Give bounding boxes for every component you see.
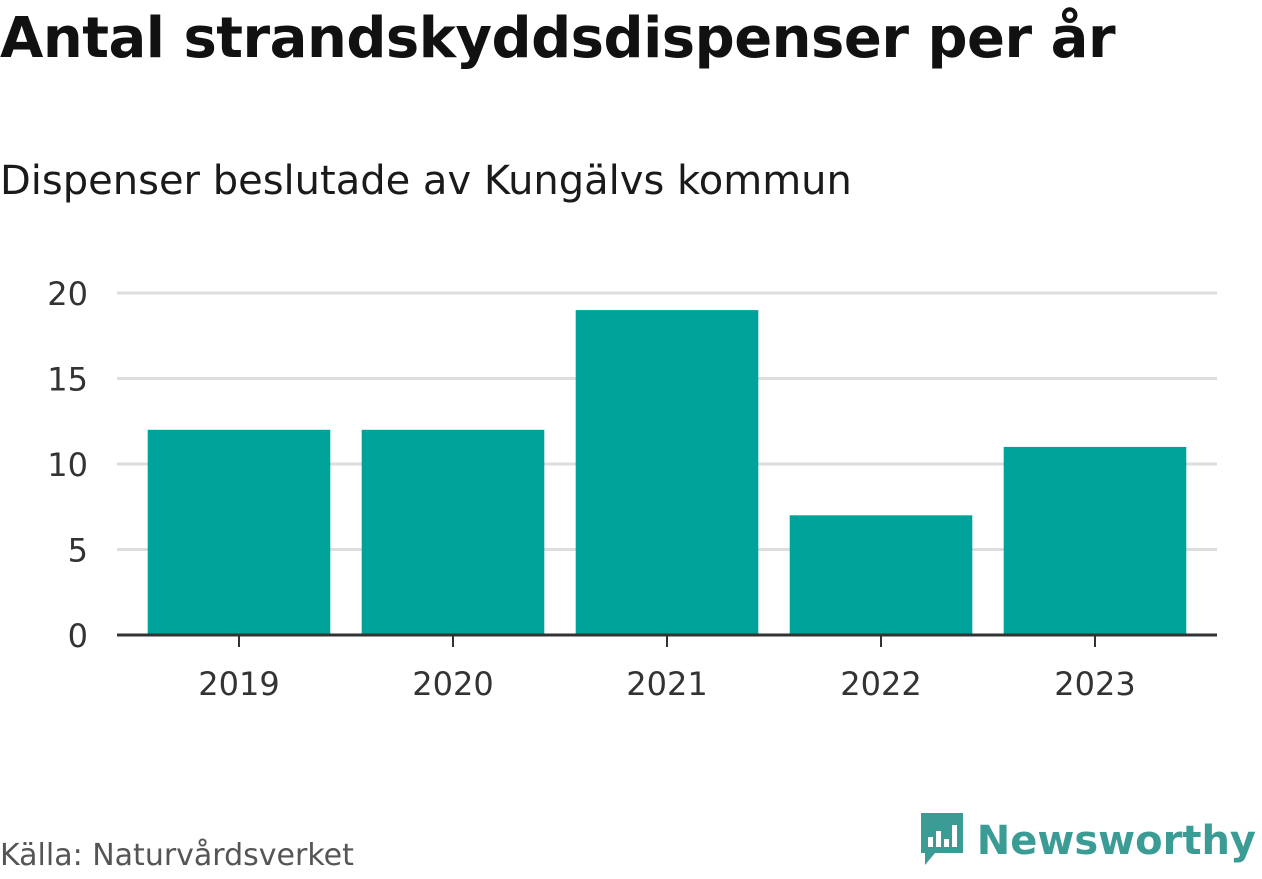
x-tick-label: 2022 [840,665,921,703]
source-note: Källa: Naturvårdsverket [0,838,354,873]
y-tick-label: 5 [68,532,88,570]
bar-2020 [361,429,545,635]
x-tick-label: 2023 [1054,665,1135,703]
bars [147,310,1187,635]
y-tick-label: 20 [47,275,88,313]
brand: Newsworthy [917,809,1256,873]
y-tick-label: 10 [47,446,88,484]
axes: 0 5 10 15 20 2019 2020 2021 2022 2023 [47,275,1217,703]
bar-2021 [575,310,759,635]
bar-2019 [147,429,331,635]
y-tick-label: 15 [47,361,88,399]
newsworthy-logo-icon [917,809,967,873]
bar-2022 [789,515,973,635]
bar-2023 [1003,446,1187,635]
x-tick-label: 2021 [626,665,707,703]
x-tick-label: 2020 [412,665,493,703]
chart-subtitle: Dispenser beslutade av Kungälvs kommun [0,158,852,204]
chart-title: Antal strandskyddsdispenser per år [0,6,1116,71]
x-tick-label: 2019 [198,665,279,703]
brand-name: Newsworthy [976,818,1256,864]
y-tick-label: 0 [68,617,88,655]
